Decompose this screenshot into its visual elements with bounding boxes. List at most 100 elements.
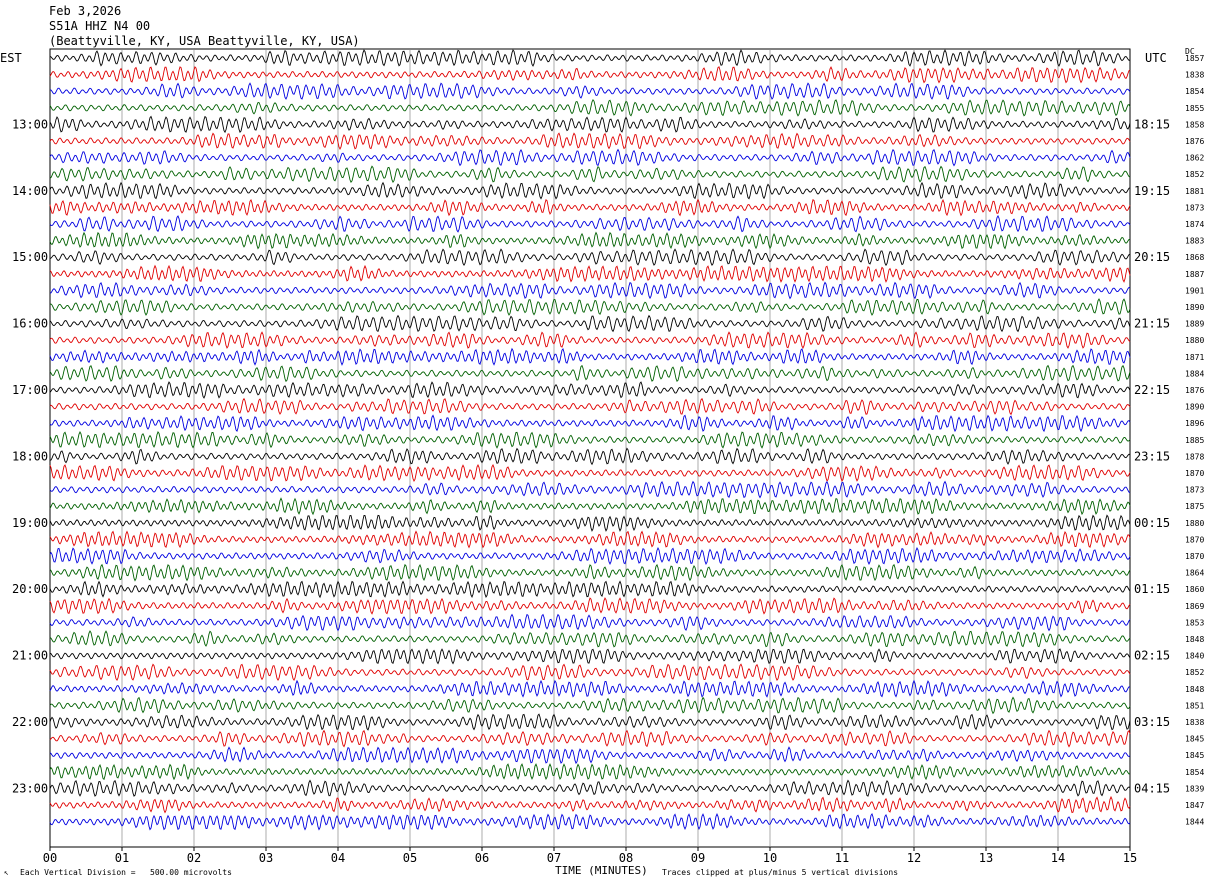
x-axis-label: TIME (MINUTES) xyxy=(555,864,648,877)
dc-offset-label: 1876 xyxy=(1185,137,1204,146)
dc-offset-label: 1854 xyxy=(1185,768,1204,777)
dc-offset-label: 1855 xyxy=(1185,104,1204,113)
seismic-trace xyxy=(49,746,1131,765)
x-tick-label: 10 xyxy=(763,851,777,865)
dc-offset-label: 1869 xyxy=(1185,602,1204,611)
utc-hour-label: 01:15 xyxy=(1134,582,1170,596)
x-tick-label: 06 xyxy=(475,851,489,865)
seismic-trace xyxy=(49,49,1131,67)
dc-offset-label: 1868 xyxy=(1185,253,1204,262)
x-tick-label: 02 xyxy=(187,851,201,865)
dc-offset-label: 1844 xyxy=(1185,818,1204,827)
seismic-trace xyxy=(49,779,1131,797)
seismic-trace xyxy=(49,314,1131,333)
est-timezone-label: EST xyxy=(0,51,22,65)
plot-frame xyxy=(49,48,1131,848)
x-tick-label: 00 xyxy=(43,851,57,865)
est-hour-label: 17:00 xyxy=(12,383,48,397)
x-tick-label: 12 xyxy=(907,851,921,865)
seismic-trace xyxy=(49,198,1131,217)
chart-date: Feb 3,2026 xyxy=(49,4,122,18)
dc-offset-label: 1848 xyxy=(1185,635,1204,644)
dc-offset-label: 1852 xyxy=(1185,668,1204,677)
utc-hour-label: 02:15 xyxy=(1134,649,1170,663)
seismic-trace xyxy=(49,132,1131,150)
dc-offset-label: 1871 xyxy=(1185,353,1204,362)
x-tick-label: 09 xyxy=(691,851,705,865)
seismic-trace xyxy=(49,364,1131,383)
dc-offset-label: 1873 xyxy=(1185,203,1204,212)
seismic-trace xyxy=(49,431,1131,449)
seismic-trace xyxy=(49,248,1131,267)
dc-offset-label: 1840 xyxy=(1185,652,1204,661)
dc-offset-label: 1839 xyxy=(1185,784,1204,793)
utc-hour-label: 03:15 xyxy=(1134,715,1170,729)
labels: 00 01 02 03 04 05 06 07 08 09 10 11 12 13 14 15 1857 1838… xyxy=(0,47,1204,865)
seismic-trace xyxy=(49,165,1131,183)
seismic-trace xyxy=(49,696,1131,715)
seismic-trace xyxy=(49,597,1131,615)
seismic-trace xyxy=(49,447,1131,466)
seismic-trace xyxy=(49,530,1131,549)
est-hour-label: 18:00 xyxy=(12,449,48,463)
dc-offset-label: 1890 xyxy=(1185,403,1204,412)
dc-offset-label: 1838 xyxy=(1185,718,1204,727)
utc-hour-label: 18:15 xyxy=(1134,117,1170,131)
seismic-trace xyxy=(49,397,1131,416)
seismic-trace xyxy=(49,812,1131,831)
dc-offset-label: 1847 xyxy=(1185,801,1204,810)
dc-offset-label: 1860 xyxy=(1185,585,1204,594)
seismic-trace xyxy=(49,480,1131,499)
x-tick-label: 15 xyxy=(1123,851,1137,865)
dc-offset-label: 1890 xyxy=(1185,303,1204,312)
station-location: (Beattyville, KY, USA Beattyville, KY, U… xyxy=(49,34,360,48)
x-tick-label: 13 xyxy=(979,851,993,865)
dc-column-label: DC xyxy=(1185,47,1195,56)
est-hour-label: 20:00 xyxy=(12,582,48,596)
x-tick-label: 08 xyxy=(619,851,633,865)
utc-hour-label: 04:15 xyxy=(1134,781,1170,795)
est-hour-label: 14:00 xyxy=(12,184,48,198)
dc-offset-label: 1854 xyxy=(1185,87,1204,96)
seismic-trace xyxy=(49,795,1131,814)
dc-offset-label: 1857 xyxy=(1185,54,1204,63)
x-tick-label: 07 xyxy=(547,851,561,865)
dc-offset-label: 1881 xyxy=(1185,187,1204,196)
dc-offset-label: 1864 xyxy=(1185,569,1204,578)
seismic-trace xyxy=(49,115,1131,134)
seismic-trace xyxy=(49,381,1131,399)
dc-offset-label: 1873 xyxy=(1185,486,1204,495)
traces xyxy=(49,49,1131,831)
dc-offset-label: 1887 xyxy=(1185,270,1204,279)
dc-offset-label: 1851 xyxy=(1185,701,1204,710)
utc-hour-label: 23:15 xyxy=(1134,449,1170,463)
dc-offset-label: 1880 xyxy=(1185,336,1204,345)
dc-offset-label: 1876 xyxy=(1185,386,1204,395)
dc-offset-label: 1875 xyxy=(1185,502,1204,511)
dc-offset-label: 1852 xyxy=(1185,170,1204,179)
x-tick-label: 04 xyxy=(331,851,345,865)
seismic-trace xyxy=(49,630,1131,648)
dc-offset-label: 1901 xyxy=(1185,286,1204,295)
seismic-trace xyxy=(49,66,1131,84)
dc-offset-label: 1848 xyxy=(1185,685,1204,694)
x-tick-label: 11 xyxy=(835,851,849,865)
seismic-trace xyxy=(49,463,1131,483)
seismic-trace xyxy=(49,82,1131,100)
dc-offset-label: 1883 xyxy=(1185,237,1204,246)
dc-offset-label: 1870 xyxy=(1185,552,1204,561)
est-hour-label: 22:00 xyxy=(12,715,48,729)
utc-hour-label: 21:15 xyxy=(1134,317,1170,331)
seismic-trace xyxy=(49,497,1131,516)
seismic-trace xyxy=(49,563,1131,582)
seismic-trace xyxy=(49,546,1131,566)
est-hour-label: 13:00 xyxy=(12,117,48,131)
dc-offset-label: 1896 xyxy=(1185,419,1204,428)
seismic-trace xyxy=(49,713,1131,731)
dc-offset-label: 1878 xyxy=(1185,452,1204,461)
x-tick-label: 14 xyxy=(1051,851,1065,865)
dc-offset-label: 1870 xyxy=(1185,469,1204,478)
x-tick-label: 05 xyxy=(403,851,417,865)
seismic-trace xyxy=(49,98,1131,117)
